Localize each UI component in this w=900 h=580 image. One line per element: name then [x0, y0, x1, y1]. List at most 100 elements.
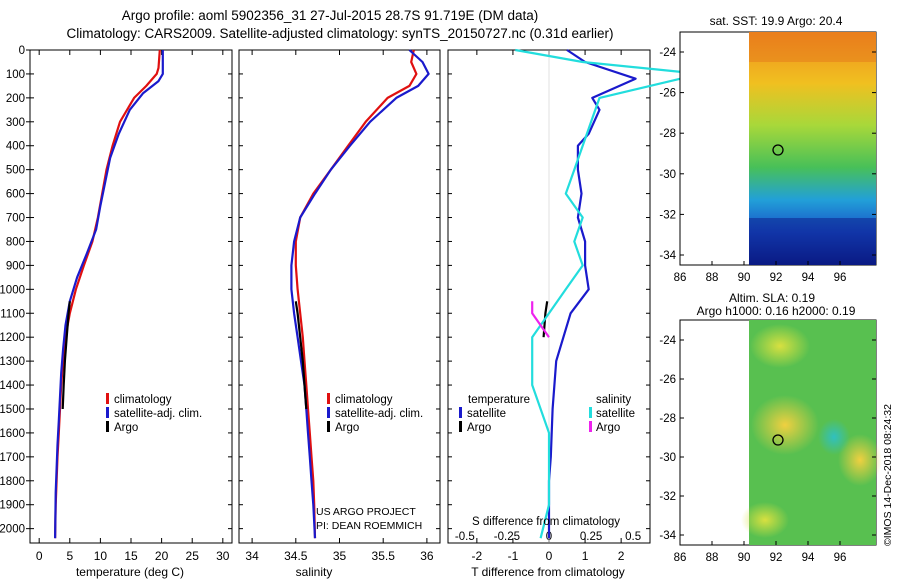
x-tick-label: 15 [124, 549, 138, 563]
salinity-legend: climatology satellite-adj. clim. Argo [327, 393, 423, 434]
legend-label: Argo [596, 422, 620, 434]
x-tick-label: -1 [508, 549, 519, 563]
series-line-argo [294, 301, 308, 410]
map-lon-label: 92 [770, 272, 783, 284]
difference-plot: -2 -1 0 1 2-0.5 -0.25 0 0.25 0.5 [448, 48, 702, 563]
depth-tick-label: 1500 [0, 404, 25, 416]
depth-axis: 0 100 200 300 400 500 600 700 800 900 1000 1100 1200… [0, 45, 30, 536]
depth-tick-label: 900 [6, 260, 25, 272]
map-lat-label: -28 [659, 128, 676, 140]
imos-credit: ©IMOS 14-Dec-2018 08:24:32 [882, 404, 894, 546]
map-lon-label: 86 [674, 552, 687, 564]
sla-map-axes: -24 -26 -28 -30 -32 -34 86 88 90 92 94 96 [659, 335, 876, 564]
map-lon-label: 88 [706, 552, 719, 564]
depth-tick-label: 1400 [0, 380, 25, 392]
map-lon-label: 94 [802, 272, 815, 284]
s-diff-tick-label: 0.25 [580, 531, 602, 543]
sla-high-south [741, 502, 789, 538]
x-tick-label: 0 [36, 549, 43, 563]
legend-swatch-argo [327, 421, 330, 432]
s-difference-axis-label: S difference from climatology [472, 516, 620, 528]
depth-tick-label: 1600 [0, 428, 25, 440]
sla-low-centre [818, 419, 850, 455]
sst-cold-band [749, 218, 876, 265]
sla-argo-marker [772, 434, 784, 446]
sla-high-east [838, 434, 882, 486]
map-lat-label: -30 [659, 169, 676, 181]
depth-tick-label: 1800 [0, 476, 25, 488]
sla-high-centre [751, 395, 819, 455]
salinity-panel [238, 49, 441, 544]
legend-swatch-argo [106, 421, 109, 432]
x-tick-label: 25 [186, 549, 200, 563]
x-tick-label: 0 [546, 549, 553, 563]
map-lat-label: -34 [659, 530, 676, 542]
depth-tick-label: 500 [6, 165, 25, 177]
depth-tick-label: 2000 [0, 524, 25, 536]
legend-swatch-satellite [327, 407, 330, 418]
depth-tick-label: 1900 [0, 500, 25, 512]
depth-tick-label: 1100 [0, 308, 25, 320]
depth-tick-label: 300 [6, 117, 25, 129]
x-tick-label: 10 [94, 549, 108, 563]
temperature-plot: 0 5 10 15 20 25 30 [30, 49, 232, 563]
x-tick-label: 34 [245, 549, 259, 563]
series-line-satellite-adj-clim- [290, 49, 430, 539]
depth-tick-label: 1000 [0, 284, 25, 296]
x-tick-label: 36 [420, 549, 434, 563]
legend-label: climatology [114, 394, 172, 406]
t-difference-axis-label: T difference from climatology [471, 565, 625, 579]
legend-label: satellite-adj. clim. [114, 408, 202, 420]
map-lon-label: 96 [834, 552, 847, 564]
map-lon-label: 90 [738, 272, 751, 284]
map-lon-label: 92 [770, 552, 783, 564]
temperature-axis-label: temperature (deg C) [76, 565, 184, 579]
figure-title-line-2: Climatology: CARS2009. Satellite-adjuste… [66, 26, 613, 41]
depth-tick-label: 200 [6, 93, 25, 105]
legend-swatch-s-argo [589, 421, 592, 432]
map-lat-label: -24 [659, 47, 676, 59]
map-lon-label: 86 [674, 272, 687, 284]
temperature-legend: climatology satellite-adj. clim. Argo [106, 393, 202, 434]
legend-swatch-climatology [106, 393, 109, 404]
x-tick-label: 35 [333, 549, 347, 563]
map-lon-label: 94 [802, 552, 815, 564]
legend-swatch-climatology [327, 393, 330, 404]
series-line-s-argo [531, 301, 550, 338]
depth-tick-label: 100 [6, 69, 25, 81]
map-lon-label: 90 [738, 552, 751, 564]
depth-tick-label: 600 [6, 189, 25, 201]
x-tick-label: 30 [216, 549, 230, 563]
depth-tick-label: 1300 [0, 356, 25, 368]
legend-label: Argo [114, 422, 138, 434]
x-tick-label: -2 [472, 549, 483, 563]
sst-warm-band [749, 32, 876, 62]
legend-title-temperature: temperature [468, 394, 530, 406]
s-diff-tick-label: 0.5 [625, 531, 641, 543]
depth-tick-label: 0 [19, 45, 25, 57]
figure-title-line-1: Argo profile: aoml 5902356_31 27-Jul-201… [122, 8, 539, 23]
x-tick-label: 2 [618, 549, 625, 563]
sla-map-subtitle: Argo h1000: 0.16 h2000: 0.19 [697, 304, 856, 318]
x-tick-label: 1 [582, 549, 589, 563]
legend-title-salinity: salinity [596, 394, 631, 406]
x-tick-label: 34.5 [284, 549, 308, 563]
depth-tick-label: 1200 [0, 332, 25, 344]
sst-map-axes: -24 -26 -28 -30 -32 -34 86 88 90 92 94 96 [659, 47, 876, 284]
map-lat-label: -34 [659, 250, 676, 262]
map-lat-label: -24 [659, 335, 676, 347]
x-tick-label: 35.5 [372, 549, 396, 563]
project-annotation: US ARGO PROJECT [316, 506, 416, 518]
s-diff-tick-label: -0.5 [455, 531, 475, 543]
legend-label: climatology [335, 394, 393, 406]
sst-argo-marker [772, 144, 784, 156]
x-tick-label: 5 [66, 549, 73, 563]
legend-swatch-t-argo [459, 421, 462, 432]
salinity-plot: 34 34.5 35 35.5 36 [239, 49, 440, 563]
map-lat-label: -26 [659, 374, 676, 386]
difference-legend: temperature salinity satellite Argo sate… [459, 394, 635, 434]
sst-map-title: sat. SST: 19.9 Argo: 20.4 [710, 14, 843, 28]
legend-label: satellite [467, 408, 506, 420]
x-tick-label: 20 [155, 549, 169, 563]
legend-swatch-s-satellite [589, 407, 592, 418]
